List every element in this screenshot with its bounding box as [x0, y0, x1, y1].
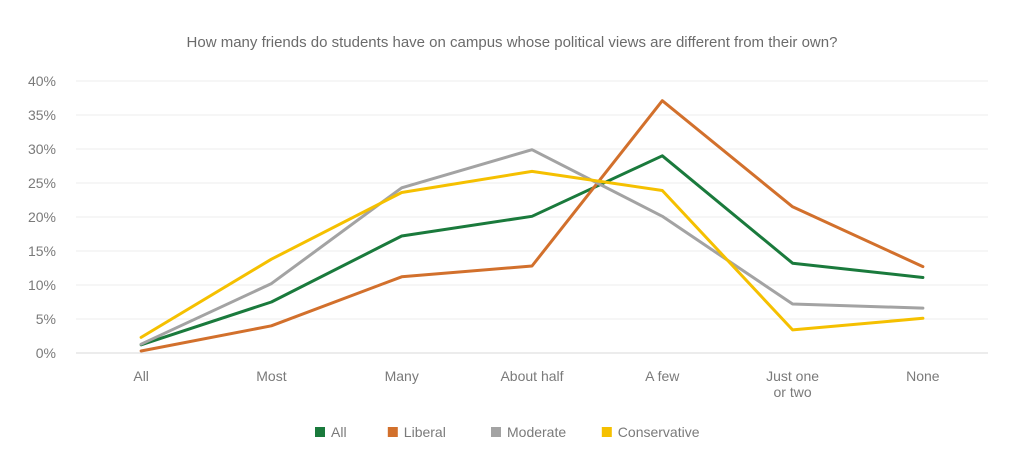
legend-swatch — [601, 427, 612, 437]
legend-item-liberal: Liberal — [387, 424, 446, 440]
x-axis: All Most Many About half A few Just one or two… — [133, 368, 939, 400]
legend-item-all: All — [315, 424, 347, 440]
chart-title: How many friends do students have on cam… — [187, 34, 838, 51]
series-line-moderate — [139, 148, 925, 346]
x-tick-label: None — [906, 368, 940, 384]
x-tick-label: All — [133, 368, 149, 384]
y-tick-label: 30% — [28, 141, 56, 157]
legend-swatch — [315, 427, 325, 437]
legend-label: Moderate — [507, 424, 566, 440]
y-axis: 0% 5% 10% 15% 20% 25% 30% 35% 40% — [28, 73, 56, 361]
x-tick-label: A few — [645, 368, 680, 384]
y-tick-label: 5% — [36, 311, 56, 327]
x-tick-label: Most — [256, 368, 286, 384]
series-lines — [139, 99, 925, 353]
legend: All Liberal Moderate Conservative — [315, 424, 700, 440]
legend-item-moderate: Moderate — [491, 424, 566, 440]
legend-label: Liberal — [404, 424, 446, 440]
series-line-conservative — [139, 169, 925, 339]
legend-label: Conservative — [618, 424, 700, 440]
x-tick-label: Many — [385, 368, 419, 384]
x-tick-label: Just one or two — [766, 368, 819, 400]
legend-swatch — [387, 427, 398, 437]
y-tick-label: 25% — [28, 175, 56, 191]
series-line-liberal — [139, 99, 925, 353]
y-tick-label: 20% — [28, 209, 56, 225]
y-tick-label: 0% — [36, 345, 56, 361]
legend-swatch — [491, 427, 501, 437]
series-line-all — [139, 154, 925, 347]
x-tick-label: About half — [500, 368, 563, 384]
legend-item-conservative: Conservative — [601, 424, 700, 440]
y-tick-label: 40% — [28, 73, 56, 89]
y-tick-label: 15% — [28, 243, 56, 259]
legend-label: All — [331, 424, 347, 440]
y-tick-label: 10% — [28, 277, 56, 293]
y-tick-label: 35% — [28, 107, 56, 123]
